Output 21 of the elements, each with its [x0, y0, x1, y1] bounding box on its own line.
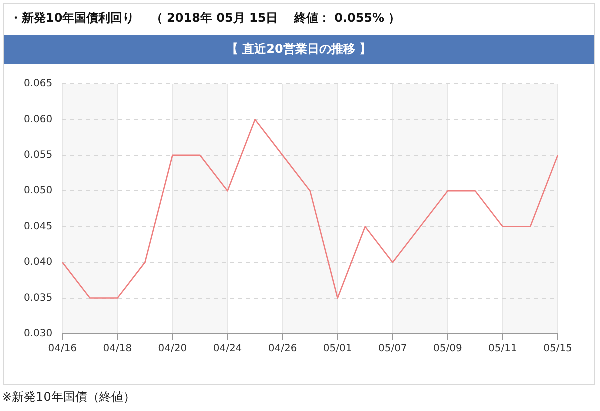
- y-tick-label: 0.050: [24, 186, 53, 197]
- chart-title: ・新発10年国債利回り （ 2018年 05月 15日 終値： 0.055% ）: [10, 10, 401, 27]
- x-tick-label: 04/20: [158, 344, 188, 355]
- x-tick-label: 04/18: [103, 344, 132, 355]
- x-tick-label: 05/01: [323, 344, 352, 355]
- x-tick-label: 05/09: [434, 344, 462, 355]
- x-tick-label: 05/15: [544, 344, 572, 355]
- y-tick-label: 0.040: [24, 257, 53, 268]
- y-tick-label: 0.060: [24, 114, 53, 126]
- y-tick-label: 0.045: [24, 221, 53, 232]
- text: ※新発10年国債（終値）: [2, 389, 136, 406]
- x-tick-label: 04/24: [213, 344, 242, 355]
- x-tick-label: 05/11: [488, 344, 518, 355]
- x-tick-label: 05/07: [378, 344, 408, 355]
- y-tick-label: 0.030: [24, 328, 53, 340]
- x-tick-label: 04/16: [48, 344, 78, 355]
- y-tick-label: 0.055: [24, 150, 53, 162]
- x-tick-label: 04/26: [268, 344, 298, 355]
- chart-subtitle: 【 直近20営業日の推移 】: [4, 35, 594, 64]
- y-tick-label: 0.065: [24, 78, 53, 90]
- y-tick-label: 0.035: [24, 292, 53, 304]
